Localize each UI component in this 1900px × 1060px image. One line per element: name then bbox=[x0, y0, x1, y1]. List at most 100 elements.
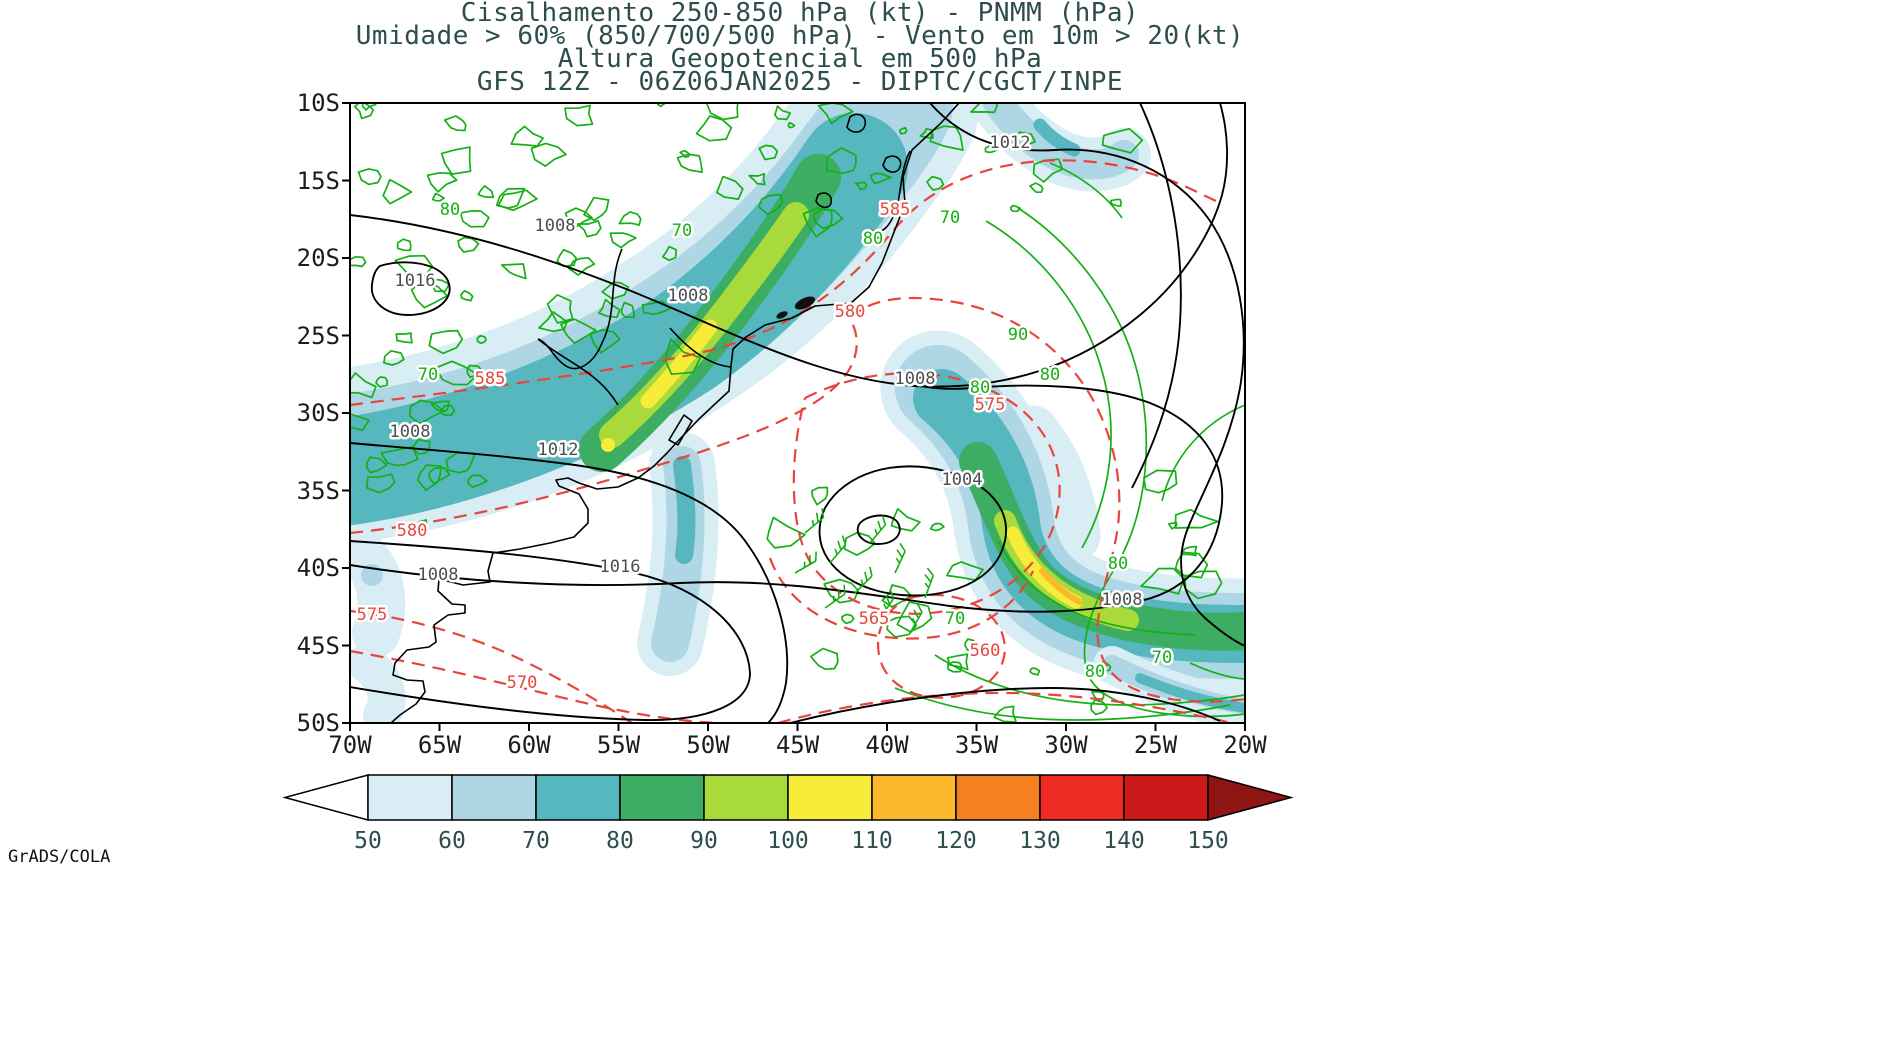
colorbar-segment bbox=[535, 774, 621, 821]
lon-tick-label: 50W bbox=[686, 731, 730, 759]
geopotential-contour-label: 585 bbox=[475, 369, 506, 389]
wind-barb bbox=[924, 567, 934, 599]
lat-tick-label: 20S bbox=[296, 244, 340, 272]
lat-tick-label: 25S bbox=[296, 321, 340, 350]
pressure-contour-label: 1012 bbox=[990, 133, 1031, 153]
pressure-contour-label: 1016 bbox=[395, 271, 436, 291]
wind-barb bbox=[824, 584, 846, 609]
humidity-contour-label: 80 bbox=[863, 229, 883, 249]
colorbar: 50 60 70 80 90 100 110 120 130 140 150 bbox=[282, 774, 1294, 854]
grads-credit: GrADS/COLA bbox=[8, 847, 111, 867]
humidity-contour-label: 80 bbox=[1108, 554, 1128, 574]
pressure-contour-label: 1008 bbox=[418, 565, 459, 585]
lon-tick-label: 70W bbox=[328, 731, 372, 759]
geopotential-contour-label: 585 bbox=[880, 200, 911, 220]
humidity-contour-label: 80 bbox=[1085, 662, 1105, 682]
chart-titles: Cisalhamento 250-850 hPa (kt) - PNMM (hP… bbox=[155, 0, 1445, 97]
colorbar-value: 120 bbox=[935, 828, 977, 854]
colorbar-value: 70 bbox=[522, 828, 550, 854]
lon-tick-label: 45W bbox=[775, 731, 820, 759]
colorbar-segment bbox=[367, 774, 453, 821]
humidity-contour-label: 70 bbox=[672, 221, 692, 241]
pressure-contour-label: 1008 bbox=[895, 369, 936, 389]
title-line1: Cisalhamento 250-850 hPa (kt) - PNMM (hP… bbox=[460, 0, 1140, 28]
colorbar-value: 90 bbox=[690, 828, 718, 854]
lon-tick-label: 55W bbox=[596, 731, 641, 759]
lon-tick-label: 25W bbox=[1133, 731, 1178, 759]
colorbar-segment bbox=[1123, 774, 1209, 821]
geopotential-contour-label: 565 bbox=[859, 609, 890, 629]
title-line2: Umidade > 60% (850/700/500 hPa) - Vento … bbox=[355, 21, 1245, 51]
colorbar-segment bbox=[955, 774, 1041, 821]
lat-tick-label: 45S bbox=[296, 631, 340, 660]
pressure-contour-label: 1016 bbox=[600, 557, 641, 577]
wind-barb bbox=[794, 551, 817, 574]
lon-tick-label: 30W bbox=[1044, 731, 1088, 759]
colorbar-segment bbox=[619, 774, 705, 821]
pressure-contour-label: 1008 bbox=[535, 216, 576, 236]
wind-barb bbox=[854, 566, 873, 594]
colorbar-right-arrow bbox=[1207, 774, 1294, 821]
colorbar-value: 80 bbox=[606, 828, 634, 854]
geopotential-contour-label: 580 bbox=[835, 302, 866, 322]
colorbar-segment bbox=[703, 774, 789, 821]
lat-tick-label: 35S bbox=[296, 476, 340, 505]
colorbar-value: 140 bbox=[1103, 828, 1145, 854]
colorbar-segment bbox=[871, 774, 957, 821]
colorbar-segment bbox=[787, 774, 873, 821]
shading-layer bbox=[350, 103, 1245, 723]
lat-tick-label: 50S bbox=[296, 709, 340, 737]
colorbar-segment bbox=[1039, 774, 1125, 821]
humidity-contour-label: 80 bbox=[440, 200, 460, 220]
geopotential-contour-label: 560 bbox=[970, 641, 1001, 661]
lon-tick-label: 40W bbox=[865, 731, 909, 759]
lon-tick-label: 20W bbox=[1223, 731, 1267, 759]
pressure-contour-label: 1008 bbox=[668, 286, 709, 306]
title-line4: GFS 12Z - 06Z06JAN2025 - DIPTC/CGCT/INPE bbox=[476, 67, 1124, 97]
wind-barbs bbox=[794, 508, 934, 634]
lon-tick-label: 60W bbox=[507, 731, 551, 759]
lat-tick-label: 40S bbox=[296, 554, 340, 582]
title-line3: Altura Geopotencial em 500 hPa bbox=[557, 44, 1043, 74]
geopotential-contour-label: 570 bbox=[507, 673, 538, 693]
pressure-contour-label: 1008 bbox=[390, 422, 431, 442]
colorbar-value: 110 bbox=[851, 828, 893, 854]
colorbar-value: 130 bbox=[1019, 828, 1061, 854]
pressure-contour-label: 1012 bbox=[538, 440, 579, 460]
colorbar-value: 100 bbox=[767, 828, 809, 854]
geopotential-contour-label: 575 bbox=[975, 395, 1006, 415]
wind-barb bbox=[894, 542, 906, 574]
lon-tick-label: 65W bbox=[417, 731, 462, 759]
colorbar-left-arrow bbox=[282, 774, 369, 821]
colorbar-segment bbox=[451, 774, 537, 821]
coastline bbox=[390, 103, 960, 723]
colorbar-value: 150 bbox=[1187, 828, 1229, 854]
humidity-contour-label: 70 bbox=[940, 208, 960, 228]
humidity-speckles bbox=[350, 103, 1223, 723]
colorbar-value: 50 bbox=[354, 828, 382, 854]
colorbar-value: 60 bbox=[438, 828, 466, 854]
humidity-contour-label: 90 bbox=[1008, 325, 1028, 345]
map-plot: 1012 1008 1016 1008 1008 1008 1012 1004 1016 1008… bbox=[342, 102, 1246, 731]
humidity-contour-label: 70 bbox=[1152, 648, 1172, 668]
humidity-contour-label: 80 bbox=[970, 378, 990, 398]
lon-tick-label: 35W bbox=[954, 731, 999, 759]
contour-labels: 1012 1008 1016 1008 1008 1008 1012 1004 1016 1008… bbox=[354, 131, 1175, 696]
geopotential-contour-label: 575 bbox=[357, 605, 388, 625]
geopotential-contour-label: 580 bbox=[397, 521, 428, 541]
pressure-contour-label: 1004 bbox=[942, 470, 983, 490]
humidity-contour-label: 70 bbox=[945, 609, 965, 629]
wind-barb bbox=[829, 535, 847, 564]
pressure-contours bbox=[350, 103, 1245, 723]
humidity-contour-label: 80 bbox=[1040, 365, 1060, 385]
wind-barb bbox=[879, 589, 895, 619]
pressure-contour-label: 1008 bbox=[1102, 590, 1143, 610]
map-frame bbox=[342, 102, 1246, 731]
wind-barb bbox=[869, 515, 887, 544]
lat-tick-label: 30S bbox=[296, 399, 340, 427]
lat-tick-label: 15S bbox=[296, 166, 340, 195]
lat-tick-label: 10S bbox=[296, 89, 340, 117]
wind-barb bbox=[909, 603, 923, 634]
wind-barb bbox=[804, 508, 825, 534]
